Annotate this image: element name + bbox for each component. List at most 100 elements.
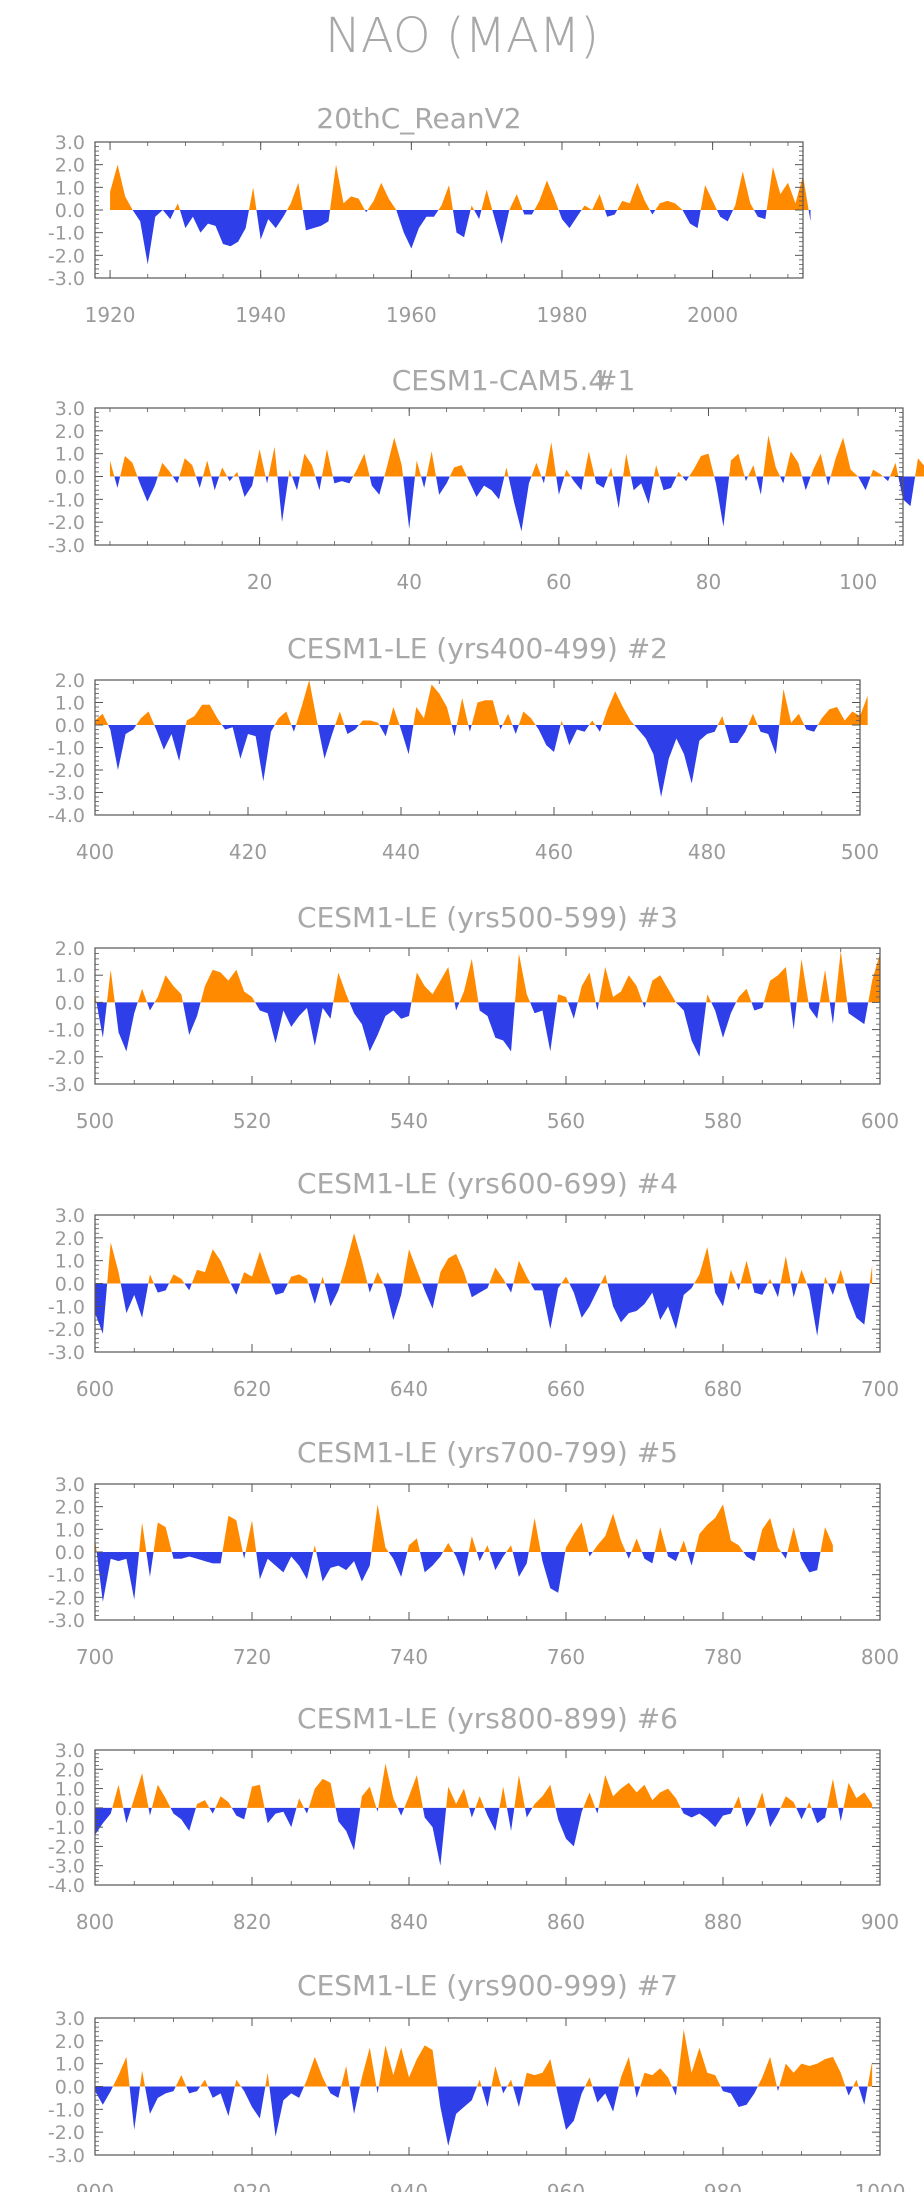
y-tick-label: -3.0 [48, 783, 85, 805]
panel-title: CESM1-CAM5.4 [392, 364, 606, 397]
y-tick-label: -2.0 [48, 1319, 85, 1341]
x-tick-label: 800 [76, 1910, 114, 1934]
x-tick-label: 720 [233, 1645, 271, 1669]
x-tick-label: 500 [76, 1109, 114, 1133]
x-tick-label: 560 [547, 1109, 585, 1133]
x-tick-label: 900 [861, 1910, 899, 1934]
x-tick-label: 860 [547, 1910, 585, 1934]
x-tick-label: 640 [390, 1377, 428, 1401]
x-tick-label: 700 [861, 1377, 899, 1401]
x-tick-label: 940 [390, 2180, 428, 2192]
negative-area [114, 476, 916, 532]
panel-title: CESM1-LE (yrs500-599) #3 [297, 901, 678, 934]
chart-panel: CESM1-CAM5.4#1 3.02.01.00.0-1.0-2.0-3.0 20… [48, 364, 924, 594]
y-tick-label: 3.0 [55, 2008, 85, 2030]
x-tick-label: 1940 [235, 303, 286, 327]
y-tick-label: 2.0 [55, 1228, 85, 1250]
x-tick-label: 900 [76, 2180, 114, 2192]
panel-title: CESM1-LE (yrs800-899) #6 [297, 1702, 678, 1735]
y-tick-label: 3.0 [55, 1474, 85, 1496]
x-tick-label: 500 [841, 840, 879, 864]
chart-panel: CESM1-LE (yrs700-799) #5 3.02.01.00.0-1.0… [48, 1436, 899, 1669]
y-tick-label: 2.0 [55, 155, 85, 177]
positive-area [109, 435, 924, 477]
y-tick-label: -3.0 [48, 1342, 85, 1364]
x-tick-label: 460 [535, 840, 573, 864]
negative-area [95, 1283, 870, 1337]
panel-title: CESM1-LE (yrs600-699) #4 [297, 1167, 678, 1200]
chart-panel: CESM1-LE (yrs400-499) #2 2.01.00.0-1.0-2.… [48, 632, 879, 864]
x-tick-label: 1920 [85, 303, 136, 327]
x-tick-label: 60 [546, 570, 571, 594]
y-tick-label: 3.0 [55, 132, 85, 154]
y-tick-label: 1.0 [55, 1519, 85, 1541]
x-tick-label: 400 [76, 840, 114, 864]
positive-area [107, 1233, 873, 1284]
positive-area [112, 2029, 873, 2087]
x-tick-label: 780 [704, 1645, 742, 1669]
x-tick-label: 980 [704, 2180, 742, 2192]
positive-area [95, 1504, 833, 1552]
y-tick-label: 0.0 [55, 1798, 85, 1820]
y-tick-label: -1.0 [48, 223, 85, 245]
y-tick-label: 2.0 [55, 2031, 85, 2053]
x-tick-label: 2000 [687, 303, 738, 327]
y-tick-label: 0.0 [55, 200, 85, 222]
y-tick-label: 3.0 [55, 1740, 85, 1762]
y-tick-label: -3.0 [48, 268, 85, 290]
x-tick-label: 880 [704, 1910, 742, 1934]
chart-panel: CESM1-LE (yrs600-699) #4 3.02.01.00.0-1.0… [48, 1167, 899, 1401]
x-tick-label: 920 [233, 2180, 271, 2192]
panel-title: 20thC_ReanV2 [316, 102, 521, 135]
y-tick-label: -4.0 [48, 1875, 85, 1897]
positive-area [95, 680, 868, 725]
x-tick-label: 1000 [855, 2180, 906, 2192]
x-tick-label: 600 [861, 1109, 899, 1133]
y-tick-label: 2.0 [55, 670, 85, 692]
y-tick-label: 0.0 [55, 715, 85, 737]
panel-title: CESM1-LE (yrs400-499) #2 [287, 632, 668, 665]
y-tick-label: 1.0 [55, 1251, 85, 1273]
x-tick-label: 420 [229, 840, 267, 864]
plot-frame [94, 1749, 881, 1886]
x-tick-label: 960 [547, 2180, 585, 2192]
y-tick-label: -1.0 [48, 1020, 85, 1042]
y-tick-label: -2.0 [48, 760, 85, 782]
y-tick-label: -1.0 [48, 1296, 85, 1318]
x-tick-label: 20 [247, 570, 272, 594]
x-tick-label: 820 [233, 1910, 271, 1934]
x-tick-label: 100 [839, 570, 877, 594]
x-tick-label: 580 [704, 1109, 742, 1133]
x-tick-label: 800 [861, 1645, 899, 1669]
chart-panel: CESM1-LE (yrs800-899) #6 3.02.01.00.0-1.0… [48, 1702, 899, 1934]
y-tick-label: 1.0 [55, 1779, 85, 1801]
y-tick-label: 2.0 [55, 421, 85, 443]
x-tick-label: 740 [390, 1645, 428, 1669]
y-tick-label: -2.0 [48, 1587, 85, 1609]
x-tick-label: 700 [76, 1645, 114, 1669]
negative-area [96, 1552, 821, 1602]
chart-panel: CESM1-LE (yrs900-999) #7 3.02.01.00.0-1.0… [48, 1969, 906, 2192]
y-tick-label: 0.0 [55, 2077, 85, 2099]
x-tick-label: 660 [547, 1377, 585, 1401]
y-tick-label: -3.0 [48, 1610, 85, 1632]
negative-area [95, 1807, 844, 1866]
y-tick-label: 0.0 [55, 1274, 85, 1296]
x-tick-label: 440 [382, 840, 420, 864]
x-tick-label: 1960 [386, 303, 437, 327]
panel-subtitle: #1 [594, 364, 635, 397]
y-tick-label: 3.0 [55, 1205, 85, 1227]
x-tick-label: 620 [233, 1377, 271, 1401]
chart-panel: CESM1-LE (yrs500-599) #3 2.0 1.0 0.0 -1.0 -2.… [48, 901, 899, 1133]
x-tick-label: 520 [233, 1109, 271, 1133]
y-tick-label: 3.0 [55, 398, 85, 420]
page-title: NAO (MAM) [324, 8, 600, 64]
negative-area [108, 725, 818, 797]
y-tick-label: -3.0 [48, 1074, 85, 1096]
x-tick-label: 760 [547, 1645, 585, 1669]
y-tick-label: -1.0 [48, 2099, 85, 2121]
y-tick-label: 2.0 [55, 1497, 85, 1519]
x-tick-label: 40 [396, 570, 421, 594]
y-tick-label: -2.0 [48, 1047, 85, 1069]
x-tick-label: 80 [696, 570, 721, 594]
